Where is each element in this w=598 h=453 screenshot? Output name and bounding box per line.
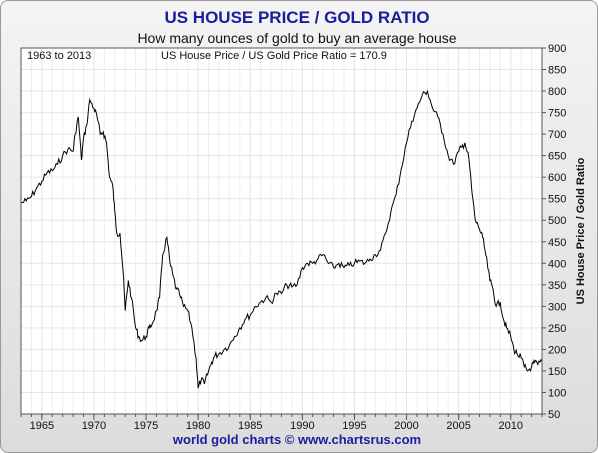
y-tick-label: 800 <box>548 86 566 98</box>
y-tick-label: 300 <box>548 301 566 313</box>
chart-subtitle: How many ounces of gold to buy an averag… <box>137 30 456 46</box>
x-tick-label: 1975 <box>134 420 158 432</box>
y-tick-label: 200 <box>548 344 566 356</box>
y-tick-label: 50 <box>548 409 560 421</box>
y-tick-label: 850 <box>548 65 566 77</box>
y-tick-label: 900 <box>548 43 566 55</box>
y-tick-label: 100 <box>548 387 566 399</box>
x-tick-label: 2010 <box>498 420 522 432</box>
y-tick-label: 400 <box>548 258 566 270</box>
ratio-series-line <box>20 89 543 389</box>
x-tick-label: 1965 <box>30 420 54 432</box>
y-tick-label: 650 <box>548 151 566 163</box>
y-tick-label: 450 <box>548 237 566 249</box>
grid-lines <box>20 47 543 415</box>
y-tick-label: 550 <box>548 194 566 206</box>
y-axis-label: US House Price / Gold Ratio <box>575 157 587 304</box>
footer-credit: world gold charts © www.chartsrus.com <box>172 432 421 447</box>
y-tick-label: 600 <box>548 172 566 184</box>
x-tick-label: 1980 <box>186 420 210 432</box>
x-tick-label: 1995 <box>342 420 366 432</box>
x-axis-ticks: 1965 1970 1975 1980 1985 1990 1995 2000 2005 2010 <box>20 414 543 432</box>
y-tick-label: 500 <box>548 215 566 227</box>
y-tick-label: 750 <box>548 108 566 120</box>
x-tick-label: 2000 <box>394 420 418 432</box>
y-tick-label: 700 <box>548 129 566 141</box>
x-tick-label: 2005 <box>446 420 470 432</box>
x-tick-label: 1985 <box>238 420 262 432</box>
y-axis-ticks: 50 100 150 200 250 300 350 400 450 500 550 600 650 70… <box>542 43 566 421</box>
ratio-annotation: US House Price / US Gold Price Ratio = 1… <box>161 50 387 62</box>
plot-border <box>20 47 543 415</box>
y-tick-label: 250 <box>548 323 566 335</box>
x-tick-label: 1970 <box>82 420 106 432</box>
date-range-annotation: 1963 to 2013 <box>27 50 91 62</box>
y-tick-label: 150 <box>548 366 566 378</box>
x-tick-label: 1990 <box>290 420 314 432</box>
y-tick-label: 350 <box>548 280 566 292</box>
chart-title: US HOUSE PRICE / GOLD RATIO <box>164 8 429 27</box>
